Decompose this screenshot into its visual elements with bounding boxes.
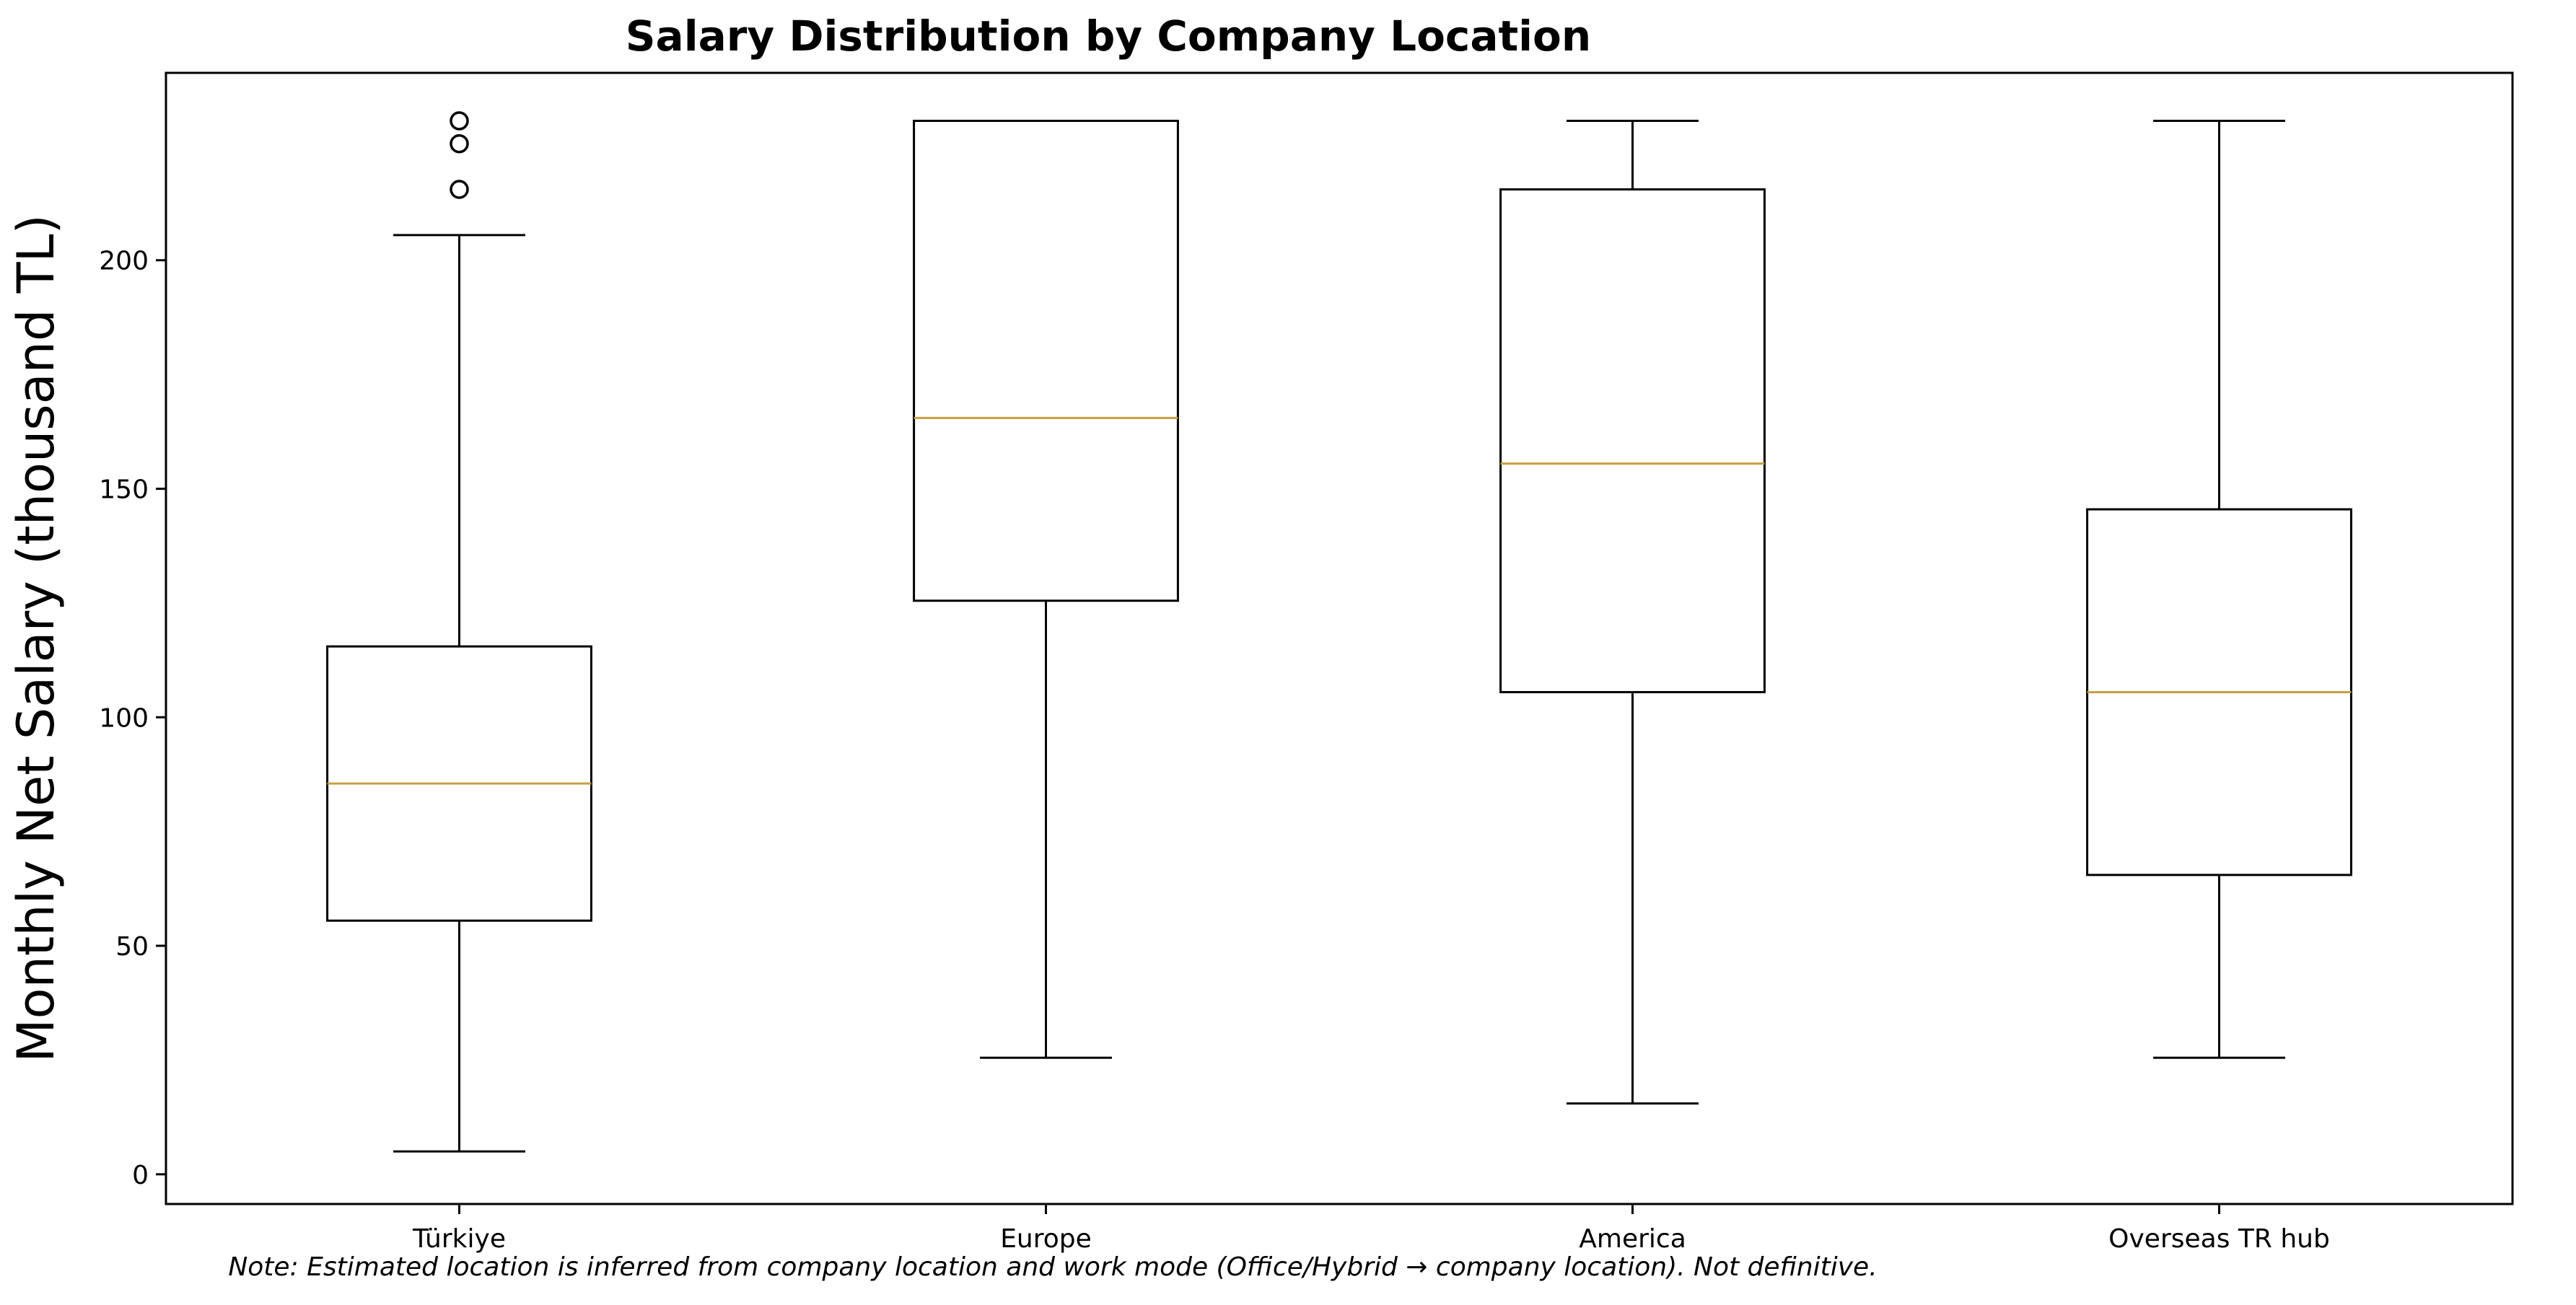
y-axis-label: Monthly Net Salary (thousand TL) bbox=[6, 214, 66, 1063]
y-tick-label: 150 bbox=[99, 475, 149, 505]
outlier-point bbox=[450, 133, 469, 154]
y-tick-label: 0 bbox=[132, 1161, 149, 1190]
x-tick-label: America bbox=[1579, 1224, 1686, 1254]
y-tick-label: 100 bbox=[99, 703, 149, 733]
plot-layer: 0 50 100 150 200 Türkiye Europe America Overseas… bbox=[99, 111, 2352, 1254]
y-tick-label: 50 bbox=[115, 932, 149, 962]
outlier-point bbox=[450, 180, 469, 199]
x-tick-label: Türkiye bbox=[412, 1224, 506, 1254]
footnote-note: Note: Estimated location is inferred fro… bbox=[228, 1252, 1877, 1282]
y-tick-label: 200 bbox=[99, 247, 149, 276]
x-tick-label: Overseas TR hub bbox=[2108, 1224, 2330, 1254]
plot-frame bbox=[165, 71, 2514, 1205]
chart-title: Salary Distribution by Company Location bbox=[626, 12, 1591, 61]
box-iqr bbox=[913, 120, 1179, 602]
x-tick-label: Europe bbox=[1000, 1224, 1092, 1254]
box-iqr bbox=[1499, 188, 1766, 693]
outlier-point bbox=[450, 111, 469, 131]
